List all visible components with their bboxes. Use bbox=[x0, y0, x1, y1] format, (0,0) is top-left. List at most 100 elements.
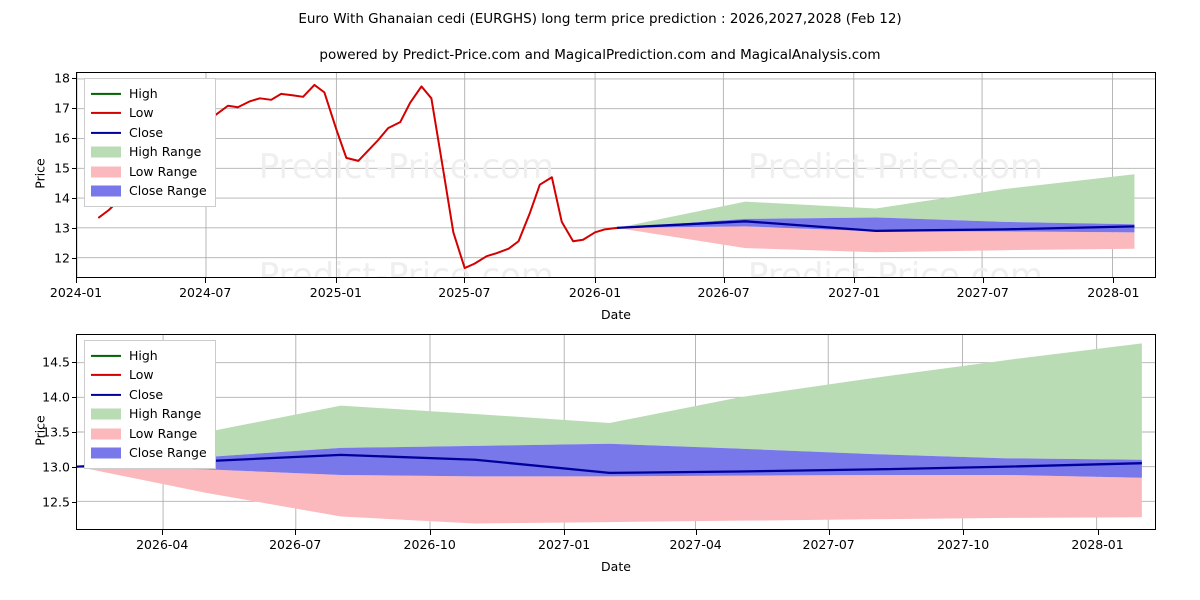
legend-patch-swatch bbox=[91, 185, 121, 197]
x-tick-mark bbox=[564, 530, 566, 535]
x-tick-mark bbox=[1097, 530, 1099, 535]
y-tick-label: 17 bbox=[54, 100, 70, 116]
x-tick-label: 2028-01 bbox=[1087, 285, 1140, 300]
legend-item-label: Close bbox=[129, 386, 164, 402]
y-tick-label: 14.0 bbox=[42, 389, 70, 405]
legend-swatch-fill bbox=[91, 131, 121, 134]
x-tick-mark bbox=[1113, 278, 1115, 283]
legend-item[interactable]: Low bbox=[91, 366, 207, 386]
x-tick-mark bbox=[963, 530, 965, 535]
x-tick-mark bbox=[595, 278, 597, 283]
legend-item[interactable]: High bbox=[91, 346, 207, 366]
overview-plot-area: Predict-Price.com Predict-Price.com Predic… bbox=[76, 72, 1156, 278]
legend-item-label: Close bbox=[129, 124, 164, 140]
y-tick-mark bbox=[72, 432, 77, 433]
legend-item[interactable]: Low bbox=[91, 104, 207, 124]
x-tick-label: 2024-01 bbox=[49, 285, 103, 300]
legend-item-label: Close Range bbox=[129, 183, 207, 198]
x-tick-label: 2027-04 bbox=[669, 537, 722, 552]
legend-patch-swatch bbox=[91, 408, 121, 420]
page-subtitle: powered by Predict-Price.com and Magical… bbox=[319, 47, 881, 63]
y-tick-label: 12 bbox=[54, 250, 70, 266]
overview-x-axis-label: Date bbox=[601, 307, 631, 322]
legend-patch-swatch bbox=[91, 166, 121, 178]
legend-swatch-fill bbox=[91, 166, 121, 178]
legend-item-label: High Range bbox=[129, 406, 202, 421]
x-tick-label: 2025-07 bbox=[438, 285, 491, 300]
legend-item[interactable]: Low Range bbox=[91, 162, 207, 182]
x-tick-label: 2027-01 bbox=[537, 537, 591, 552]
legend-swatch-fill bbox=[91, 393, 121, 396]
legend-line-swatch bbox=[91, 389, 121, 401]
legend-line-swatch bbox=[91, 127, 121, 139]
legend-swatch-fill bbox=[91, 185, 121, 197]
x-tick-label: 2026-07 bbox=[269, 537, 322, 552]
y-tick-mark bbox=[72, 362, 77, 363]
y-tick-label: 13 bbox=[54, 220, 70, 236]
x-tick-mark bbox=[429, 530, 431, 535]
x-tick-label: 2026-07 bbox=[697, 285, 750, 300]
legend-item[interactable]: Close Range bbox=[91, 182, 207, 202]
x-tick-mark bbox=[162, 530, 164, 535]
overview-legend: High Low Close High Range Low Range Close Ran… bbox=[84, 78, 216, 207]
x-tick-mark bbox=[982, 278, 984, 283]
legend-item[interactable]: High Range bbox=[91, 405, 207, 425]
legend-item[interactable]: Close bbox=[91, 123, 207, 143]
y-tick-label: 15 bbox=[54, 160, 70, 176]
legend-swatch-fill bbox=[91, 354, 121, 357]
legend-item[interactable]: Close Range bbox=[91, 444, 207, 464]
x-tick-label: 2027-01 bbox=[828, 285, 881, 300]
legend-swatch-fill bbox=[91, 146, 121, 158]
x-tick-mark bbox=[335, 278, 337, 283]
legend-item-label: Low bbox=[129, 105, 154, 120]
y-tick-label: 14.5 bbox=[42, 354, 70, 370]
x-tick-mark bbox=[464, 278, 466, 283]
x-tick-label: 2028-01 bbox=[1071, 537, 1124, 552]
svg-text:Predict-Price.com: Predict-Price.com bbox=[748, 256, 1043, 277]
x-tick-label: 2027-10 bbox=[936, 537, 990, 552]
x-tick-label: 2026-10 bbox=[403, 537, 456, 552]
legend-swatch-fill bbox=[91, 92, 121, 95]
y-tick-label: 13.5 bbox=[42, 424, 70, 440]
x-tick-mark bbox=[295, 530, 297, 535]
legend-swatch-fill bbox=[91, 428, 121, 440]
svg-text:Predict-Price.com: Predict-Price.com bbox=[748, 147, 1043, 186]
y-tick-label: 13.0 bbox=[42, 459, 70, 475]
legend-line-swatch bbox=[91, 369, 121, 381]
forecast-x-axis-label: Date bbox=[601, 559, 631, 574]
legend-patch-swatch bbox=[91, 447, 121, 459]
legend-item-label: High bbox=[129, 347, 158, 363]
y-tick-label: 16 bbox=[54, 130, 70, 146]
x-tick-label: 2027-07 bbox=[802, 537, 855, 552]
legend-item[interactable]: High bbox=[91, 84, 207, 104]
y-tick-mark bbox=[72, 502, 77, 503]
y-tick-mark bbox=[72, 78, 77, 79]
y-tick-label: 14 bbox=[54, 190, 70, 206]
legend-item[interactable]: Low Range bbox=[91, 424, 207, 444]
legend-swatch-fill bbox=[91, 374, 121, 377]
x-tick-mark bbox=[76, 278, 77, 283]
x-tick-label: 2026-01 bbox=[568, 285, 622, 300]
legend-item[interactable]: High Range bbox=[91, 143, 207, 163]
x-tick-label: 2024-07 bbox=[179, 285, 232, 300]
legend-swatch-fill bbox=[91, 447, 121, 459]
x-tick-label: 2026-04 bbox=[136, 537, 189, 552]
legend-swatch-fill bbox=[91, 408, 121, 420]
y-tick-mark bbox=[72, 258, 77, 260]
legend-item-label: Low bbox=[129, 367, 154, 382]
legend-item-label: High bbox=[129, 85, 158, 101]
legend-patch-swatch bbox=[91, 428, 121, 440]
svg-text:Predict-Price.com: Predict-Price.com bbox=[259, 147, 554, 186]
y-tick-mark bbox=[72, 108, 77, 110]
page-title: Euro With Ghanaian cedi (EURGHS) long te… bbox=[298, 11, 902, 27]
legend-line-swatch bbox=[91, 350, 121, 362]
y-tick-mark bbox=[72, 228, 77, 230]
x-tick-mark bbox=[695, 530, 697, 535]
y-tick-label: 18 bbox=[54, 70, 70, 86]
overview-plot-svg: Predict-Price.com Predict-Price.com Predic… bbox=[77, 73, 1155, 277]
legend-item[interactable]: Close bbox=[91, 385, 207, 405]
x-tick-mark bbox=[828, 530, 830, 535]
legend-item-label: Low Range bbox=[129, 163, 198, 179]
